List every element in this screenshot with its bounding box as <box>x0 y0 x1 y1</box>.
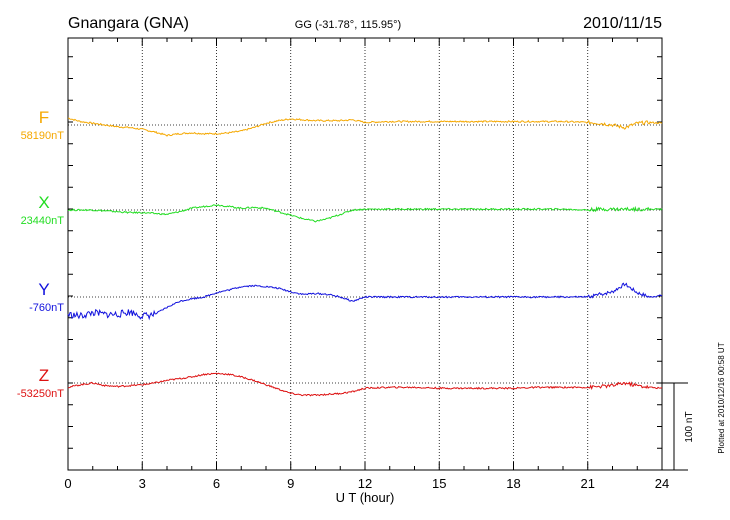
x-tick-label-9: 9 <box>287 476 294 491</box>
chart-date: 2010/11/15 <box>583 15 662 32</box>
series-name-Y: Y <box>38 280 49 299</box>
x-tick-label-12: 12 <box>358 476 372 491</box>
series-baseline-label-Z: -53250nT <box>17 388 64 400</box>
station-coords: GG (-31.78°, 115.95°) <box>295 19 401 31</box>
x-tick-label-24: 24 <box>655 476 669 491</box>
x-axis-label: U T (hour) <box>336 490 395 505</box>
series-name-F: F <box>39 108 49 127</box>
gridlines <box>141 38 589 470</box>
station-title: Gnangara (GNA) <box>68 15 189 32</box>
series-line-X <box>67 204 663 223</box>
plotted-note: Plotted at 2010/12/16 00:58 UT <box>717 342 726 453</box>
series-lines <box>67 117 663 397</box>
x-tick-label-15: 15 <box>432 476 446 491</box>
x-tick-labels: 0 3 6 9 12 15 18 21 24 <box>64 476 669 491</box>
series-line-F <box>67 117 663 137</box>
scale-bar-label: 100 nT <box>684 411 695 442</box>
series-name-X: X <box>38 193 49 212</box>
series-labels: F 58190nT X 23440nT Y -760nT Z -53250nT <box>17 108 64 400</box>
x-tick-label-21: 21 <box>581 476 595 491</box>
x-tick-label-0: 0 <box>64 476 71 491</box>
scale-bar: 100 nT <box>662 382 695 471</box>
x-tick-label-3: 3 <box>139 476 146 491</box>
series-baseline-label-F: 58190nT <box>21 130 65 142</box>
series-name-Z: Z <box>39 366 49 385</box>
x-tick-label-6: 6 <box>213 476 220 491</box>
series-baseline-label-X: 23440nT <box>21 215 65 227</box>
series-line-Z <box>67 372 663 397</box>
x-tick-label-18: 18 <box>506 476 520 491</box>
series-line-Y <box>67 282 663 321</box>
series-baseline-label-Y: -760nT <box>29 302 64 314</box>
